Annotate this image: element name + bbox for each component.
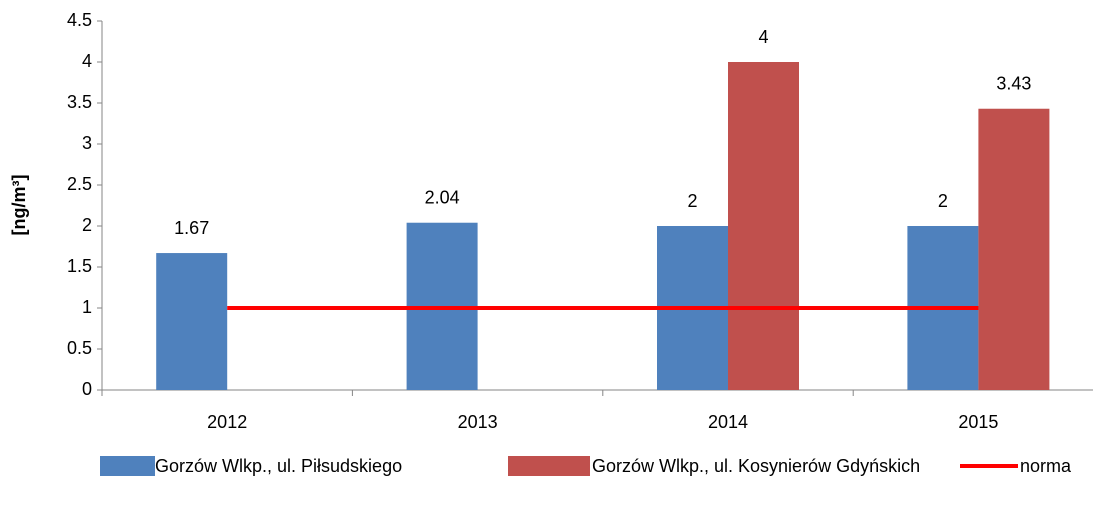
bar [728,62,799,390]
value-label: 1.67 [174,218,209,238]
value-label: 3.43 [996,73,1031,93]
y-tick-label: 4 [82,51,92,71]
x-tick-label: 2013 [458,412,498,432]
x-tick-label: 2014 [708,412,748,432]
x-tick-label: 2015 [958,412,998,432]
y-tick-label: 1.5 [67,256,92,276]
y-tick-label: 0 [82,379,92,399]
value-label: 2 [687,191,697,211]
y-tick-label: 4.5 [67,10,92,30]
y-tick-label: 0.5 [67,338,92,358]
y-tick-label: 3 [82,133,92,153]
value-label: 2 [938,191,948,211]
y-axis-title: [ng/m³] [9,175,29,236]
legend-label: Gorzów Wlkp., ul. Piłsudskiego [155,456,403,476]
legend-label: Gorzów Wlkp., ul. Kosynierów Gdyńskich [592,456,921,476]
y-tick-label: 2 [82,215,92,235]
y-tick-label: 2.5 [67,174,92,194]
value-label: 2.04 [425,187,460,207]
bar [978,108,1050,391]
legend-label: norma [1020,456,1072,476]
y-tick-label: 1 [82,297,92,317]
x-tick-label: 2012 [207,412,247,432]
y-tick-label: 3.5 [67,92,92,112]
bar [156,253,228,390]
legend-marker [100,456,155,476]
value-label: 4 [758,27,768,47]
legend-marker [508,456,590,476]
